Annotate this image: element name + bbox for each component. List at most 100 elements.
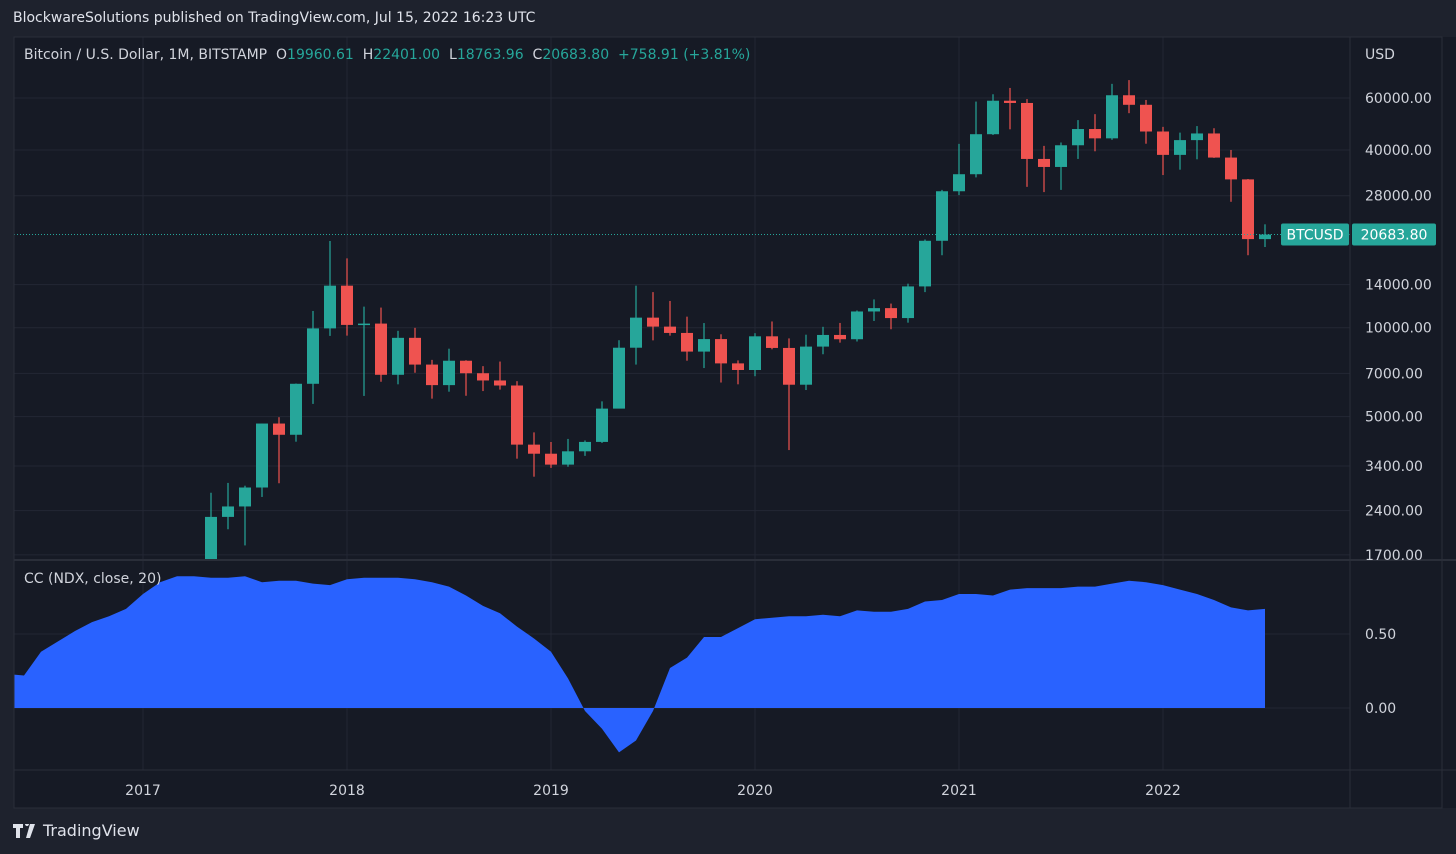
price-tick-label: 40000.00 <box>1365 143 1432 159</box>
high-value: 22401.00 <box>373 47 441 63</box>
candle <box>443 348 455 392</box>
candle-body <box>647 317 659 327</box>
candle <box>1208 128 1220 158</box>
candle-body <box>1106 95 1118 139</box>
candle-body <box>426 364 438 386</box>
candle <box>783 338 795 451</box>
time-tick-label: 2018 <box>329 783 365 799</box>
price-tick-label: 14000.00 <box>1365 278 1432 294</box>
candle <box>494 361 506 390</box>
candle-body <box>1259 234 1271 240</box>
close-label: C <box>532 47 543 63</box>
tradingview-logo[interactable]: TradingView <box>13 821 140 840</box>
candle-body <box>851 311 863 340</box>
candle-body <box>1123 95 1135 105</box>
candle-body <box>783 347 795 385</box>
change-value: +758.91 (+3.81%) <box>618 47 751 63</box>
brand-name: TradingView <box>43 821 140 840</box>
candle-body <box>681 332 693 352</box>
candle-body <box>1157 131 1169 155</box>
candle-body <box>630 317 642 348</box>
high-label: H <box>362 47 374 63</box>
price-tick-label: 10000.00 <box>1365 321 1432 337</box>
candle <box>324 241 336 336</box>
time-tick-label: 2022 <box>1145 783 1181 799</box>
candle <box>426 359 438 399</box>
candle <box>358 306 370 396</box>
candle <box>851 310 863 342</box>
time-tick-label: 2021 <box>941 783 977 799</box>
candle-body <box>800 346 812 385</box>
candle <box>664 300 676 336</box>
candle-body <box>545 453 557 465</box>
candle-body <box>273 423 285 435</box>
candle <box>579 440 591 456</box>
candle-body <box>222 506 234 517</box>
candle <box>1259 224 1271 248</box>
candle-body <box>1208 133 1220 158</box>
indicator-label[interactable]: CC (NDX, close, 20) <box>24 571 162 587</box>
symbol-tag: BTCUSD <box>1286 228 1343 244</box>
candle <box>919 239 931 293</box>
candle <box>1225 149 1237 202</box>
candle <box>545 442 557 468</box>
candle-body <box>885 308 897 319</box>
candle-body <box>1242 179 1254 240</box>
candle <box>1038 145 1050 193</box>
candle <box>766 321 778 350</box>
candle-body <box>1004 100 1016 103</box>
candle-body <box>664 326 676 333</box>
candle-body <box>205 516 217 560</box>
price-tick-label: 60000.00 <box>1365 91 1432 107</box>
last-price-tag-background <box>1352 223 1436 246</box>
price-axis-background <box>1350 37 1456 770</box>
candle-body <box>817 334 829 347</box>
candle <box>970 101 982 178</box>
candle <box>1140 99 1152 144</box>
candle-body <box>919 240 931 287</box>
candle-body <box>715 339 727 364</box>
candle-body <box>494 380 506 386</box>
chart-border <box>13 36 1443 809</box>
candle <box>341 258 353 336</box>
candle <box>409 327 421 373</box>
candle-body <box>936 191 948 241</box>
open-label: O <box>276 47 288 63</box>
candle <box>936 189 948 256</box>
candle-body <box>1072 129 1084 146</box>
candle-body <box>698 339 710 352</box>
price-tick-label: 7000.00 <box>1365 366 1423 382</box>
candle-body <box>902 286 914 319</box>
candle <box>562 438 574 467</box>
candle <box>1242 178 1254 256</box>
candle-body <box>1089 129 1101 139</box>
candle-body <box>324 285 336 329</box>
candle-body <box>1021 102 1033 159</box>
candle <box>205 492 217 560</box>
close-value: 20683.80 <box>542 47 610 63</box>
candle-body <box>341 285 353 325</box>
candle-body <box>1225 157 1237 180</box>
candle <box>800 334 812 391</box>
candle-body <box>766 336 778 348</box>
candle <box>613 340 625 409</box>
candle <box>834 322 846 343</box>
candle-body <box>409 337 421 365</box>
symbol-legend: Bitcoin / U.S. Dollar, 1M, BITSTAMP O199… <box>24 47 750 63</box>
price-tick-label: 3400.00 <box>1365 459 1423 475</box>
candle <box>307 310 319 404</box>
currency-label: USD <box>1365 47 1395 63</box>
time-tick-label: 2017 <box>125 783 161 799</box>
low-value: 18763.96 <box>456 47 524 63</box>
candle-body <box>1174 140 1186 155</box>
candle <box>868 299 880 321</box>
candle-body <box>1140 104 1152 132</box>
candle-body <box>868 308 880 312</box>
indicator-tick-label: 0.00 <box>1365 701 1396 717</box>
candle <box>817 326 829 355</box>
candle-body <box>1191 133 1203 141</box>
candle <box>1089 114 1101 152</box>
candles <box>205 80 1271 560</box>
low-label: L <box>449 47 457 63</box>
